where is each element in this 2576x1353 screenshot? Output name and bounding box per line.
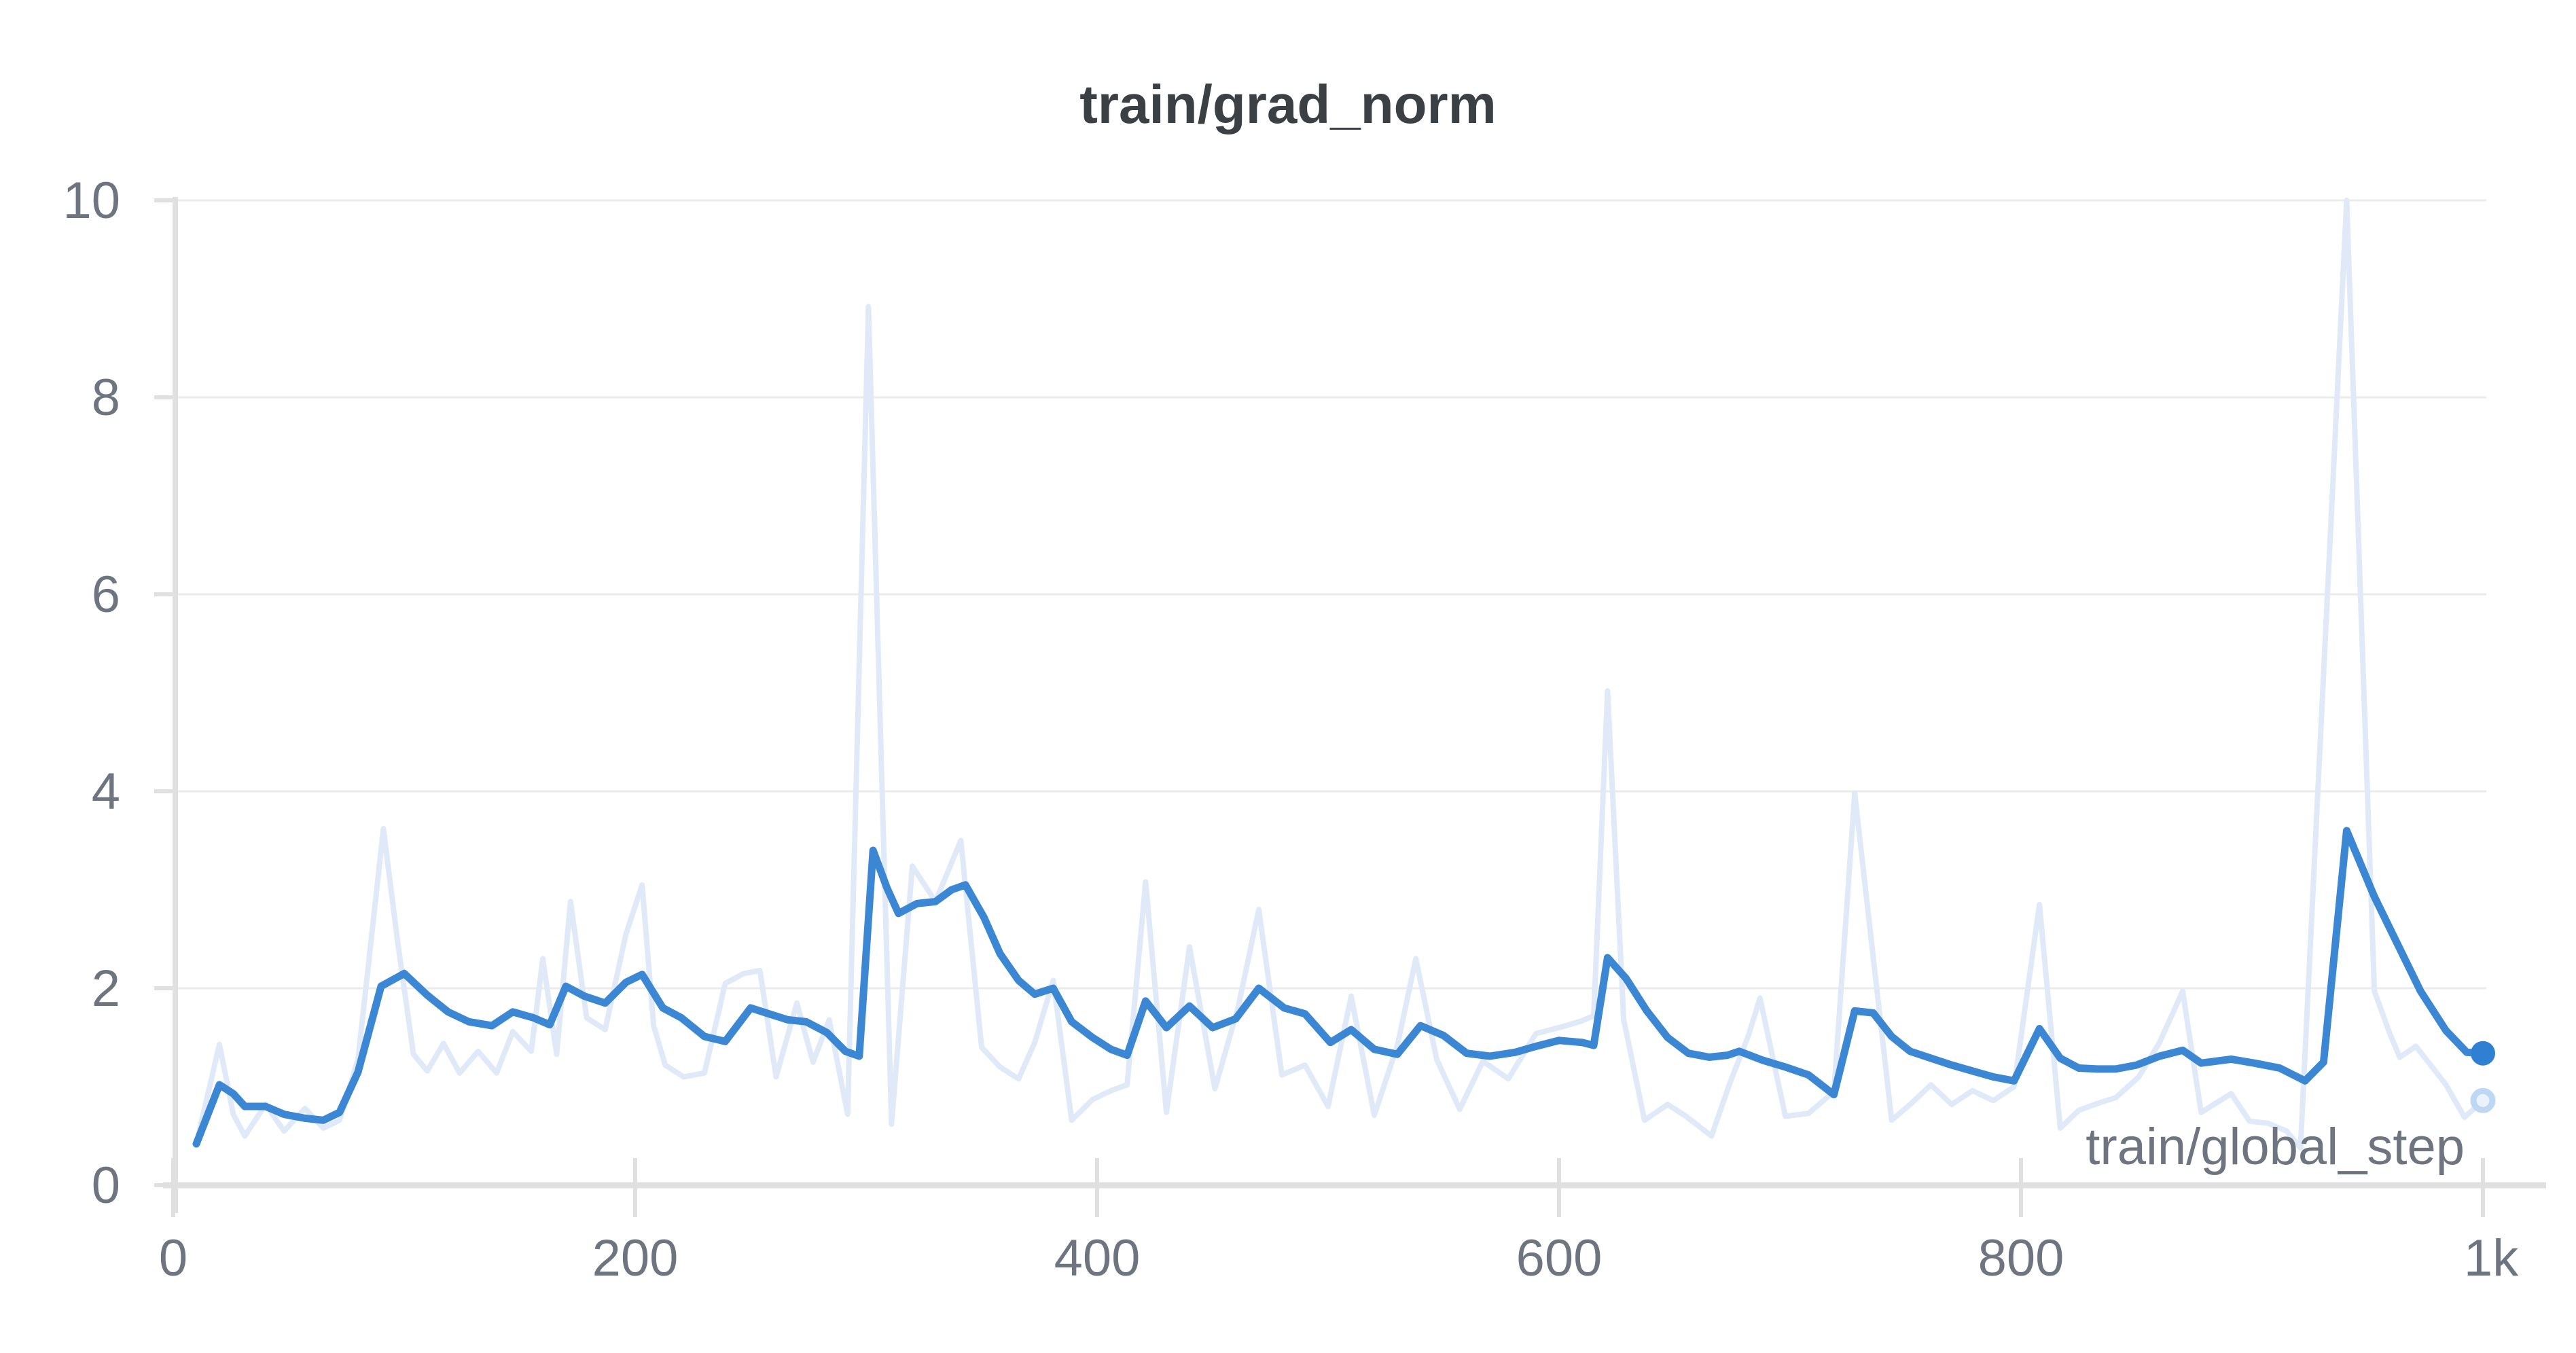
series-layer xyxy=(192,198,2496,1151)
x-tick-label: 1k xyxy=(2464,1229,2519,1287)
y-tick-label: 8 xyxy=(92,369,120,427)
x-tick-label: 800 xyxy=(1978,1229,2064,1287)
axis-layer xyxy=(154,197,2546,1217)
y-tick-label: 0 xyxy=(92,1157,120,1214)
x-tick-label: 200 xyxy=(592,1229,679,1287)
y-tick-label: 4 xyxy=(92,763,120,820)
y-tick-label: 6 xyxy=(92,566,120,624)
x-tick-label: 400 xyxy=(1054,1229,1141,1287)
series-end-dot-grad_norm_smoothed xyxy=(2471,1041,2495,1066)
series-line-grad_norm_smoothed xyxy=(192,827,2487,1148)
chart-title: train/grad_norm xyxy=(1079,74,1497,134)
series-end-ring-grad_norm_raw xyxy=(2470,1087,2496,1113)
y-tick-label: 2 xyxy=(92,960,120,1017)
x-tick-label: 600 xyxy=(1516,1229,1603,1287)
x-tick-label: 0 xyxy=(159,1229,187,1287)
x-axis-title: train/global_step xyxy=(2086,1118,2465,1176)
label-layer: 0 2 4 6 8 10 0 200 400 600 800 1k xyxy=(62,172,2519,1287)
grid-layer xyxy=(175,199,2486,990)
series-line-grad_norm_raw xyxy=(194,198,2486,1151)
y-tick-label: 10 xyxy=(62,172,120,230)
